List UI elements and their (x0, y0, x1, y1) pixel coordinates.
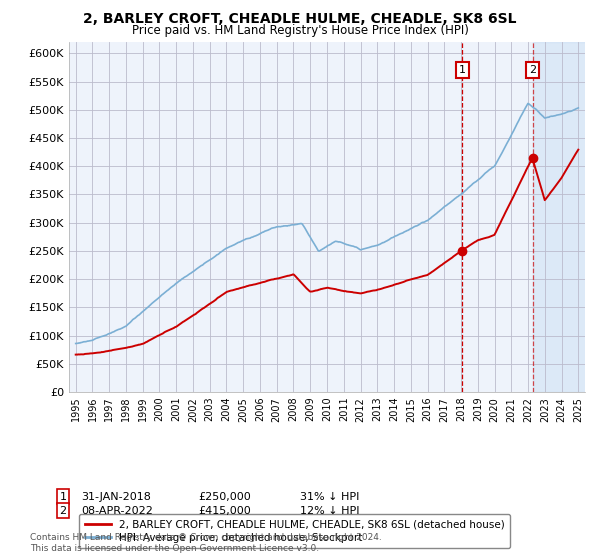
Text: 31% ↓ HPI: 31% ↓ HPI (300, 492, 359, 502)
Legend: 2, BARLEY CROFT, CHEADLE HULME, CHEADLE, SK8 6SL (detached house), HPI: Average : 2, BARLEY CROFT, CHEADLE HULME, CHEADLE,… (79, 514, 510, 548)
Text: 31-JAN-2018: 31-JAN-2018 (81, 492, 151, 502)
Text: £415,000: £415,000 (198, 506, 251, 516)
Text: 1: 1 (459, 65, 466, 75)
Text: 08-APR-2022: 08-APR-2022 (81, 506, 153, 516)
Text: 1: 1 (59, 492, 67, 502)
Text: 2, BARLEY CROFT, CHEADLE HULME, CHEADLE, SK8 6SL: 2, BARLEY CROFT, CHEADLE HULME, CHEADLE,… (83, 12, 517, 26)
Bar (533, 42, 587, 392)
Text: Price paid vs. HM Land Registry's House Price Index (HPI): Price paid vs. HM Land Registry's House … (131, 24, 469, 36)
Text: 2: 2 (59, 506, 67, 516)
Text: 12% ↓ HPI: 12% ↓ HPI (300, 506, 359, 516)
Text: Contains HM Land Registry data © Crown copyright and database right 2024.
This d: Contains HM Land Registry data © Crown c… (30, 533, 382, 553)
Text: 2: 2 (529, 65, 536, 75)
Text: £250,000: £250,000 (198, 492, 251, 502)
